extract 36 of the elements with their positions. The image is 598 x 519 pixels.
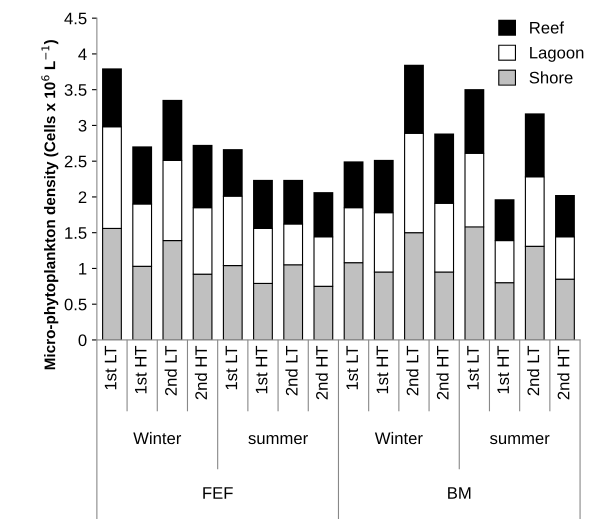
text: summer: [490, 435, 550, 444]
x-tick-label: 1st HT: [256, 346, 268, 394]
legend-label: Reef: [530, 21, 564, 34]
y-tick-label: 2.5: [64, 156, 86, 168]
legend-label: Lagoon: [530, 46, 584, 62]
y-tick-label: 0.5: [64, 298, 86, 310]
y-tick-label: 1.5: [65, 227, 86, 239]
y-tick-label: 1: [79, 263, 86, 274]
x-tick-label: 2nd LT: [285, 346, 298, 396]
x-tick-label: 2nd LT: [406, 346, 418, 396]
y-tick-label: 0: [78, 334, 87, 346]
y-tick-label: 3: [78, 120, 86, 132]
text: summer: [248, 435, 308, 444]
x-tick-label: 2nd HT: [436, 346, 449, 400]
text: Winter: [374, 432, 423, 444]
y-tick-label: 3.5: [64, 84, 86, 96]
x-tick-label: 2nd HT: [316, 346, 328, 400]
y-axis-title: Micro-phytoplankton density (Cells x 10$^{6}$ L$^{−1}$): [41, 40, 58, 370]
x-tick-label: 1st HT: [497, 346, 510, 394]
text: Winter: [133, 432, 182, 444]
y-tick-label: 2: [78, 191, 86, 203]
y-tick-label: 4: [78, 48, 87, 60]
x-tick-label: 1st LT: [226, 346, 238, 390]
x-tick-label: 2nd HT: [557, 346, 570, 400]
x-tick-label: 2nd LT: [526, 346, 540, 396]
y-tick-label: 4.5: [64, 12, 86, 24]
x-tick-label: 1st LT: [346, 346, 358, 390]
legend-label: Shore: [530, 71, 573, 84]
x-tick-label: 1st LT: [467, 346, 479, 390]
text: BM: [448, 487, 470, 499]
x-tick-label: 1st LT: [104, 346, 116, 390]
x-tick-label: 2nd LT: [164, 346, 177, 396]
text: FEF: [203, 487, 233, 499]
x-tick-label: 2nd HT: [194, 346, 208, 400]
x-tick-label: 1st HT: [135, 346, 147, 394]
x-tick-label: 1st HT: [376, 346, 388, 394]
